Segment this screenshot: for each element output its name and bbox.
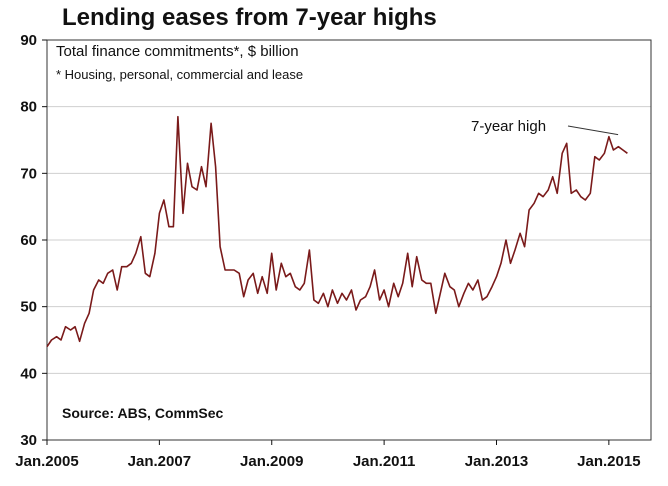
y-tick-label: 90 bbox=[20, 32, 37, 49]
x-tick-label: Jan.2015 bbox=[577, 453, 640, 470]
annotation-leader bbox=[567, 125, 619, 136]
y-tick-label: 40 bbox=[20, 365, 37, 382]
y-tick-label: 30 bbox=[20, 432, 37, 449]
y-tick-label: 50 bbox=[20, 299, 37, 316]
x-axis: Jan.2005 Jan.2007 Jan.2009 Jan.2011 Jan.2013… bbox=[15, 440, 641, 470]
y-tick-label: 70 bbox=[20, 165, 37, 182]
y-axis: 30 40 50 60 70 80 90 bbox=[20, 32, 47, 449]
source-note: Source: ABS, CommSec bbox=[62, 405, 224, 421]
annotation-label: 7-year high bbox=[471, 118, 546, 135]
series-line-0 bbox=[46, 115, 628, 348]
chart-subtitle: Total finance commitments*, $ billion bbox=[56, 43, 299, 60]
x-tick-label: Jan.2009 bbox=[240, 453, 303, 470]
y-tick-label: 80 bbox=[20, 99, 37, 116]
x-tick-label: Jan.2011 bbox=[353, 453, 416, 470]
x-tick-label: Jan.2005 bbox=[15, 453, 78, 470]
gridlines bbox=[47, 106, 651, 374]
x-tick-label: Jan.2007 bbox=[128, 453, 191, 470]
x-tick-label: Jan.2013 bbox=[465, 453, 528, 470]
y-tick-label: 60 bbox=[20, 232, 37, 249]
chart-title: Lending eases from 7-year highs bbox=[62, 4, 437, 31]
annotation-group: 7-year high bbox=[471, 118, 619, 136]
chart-footnote: * Housing, personal, commercial and leas… bbox=[56, 67, 304, 82]
series-group bbox=[46, 115, 628, 348]
